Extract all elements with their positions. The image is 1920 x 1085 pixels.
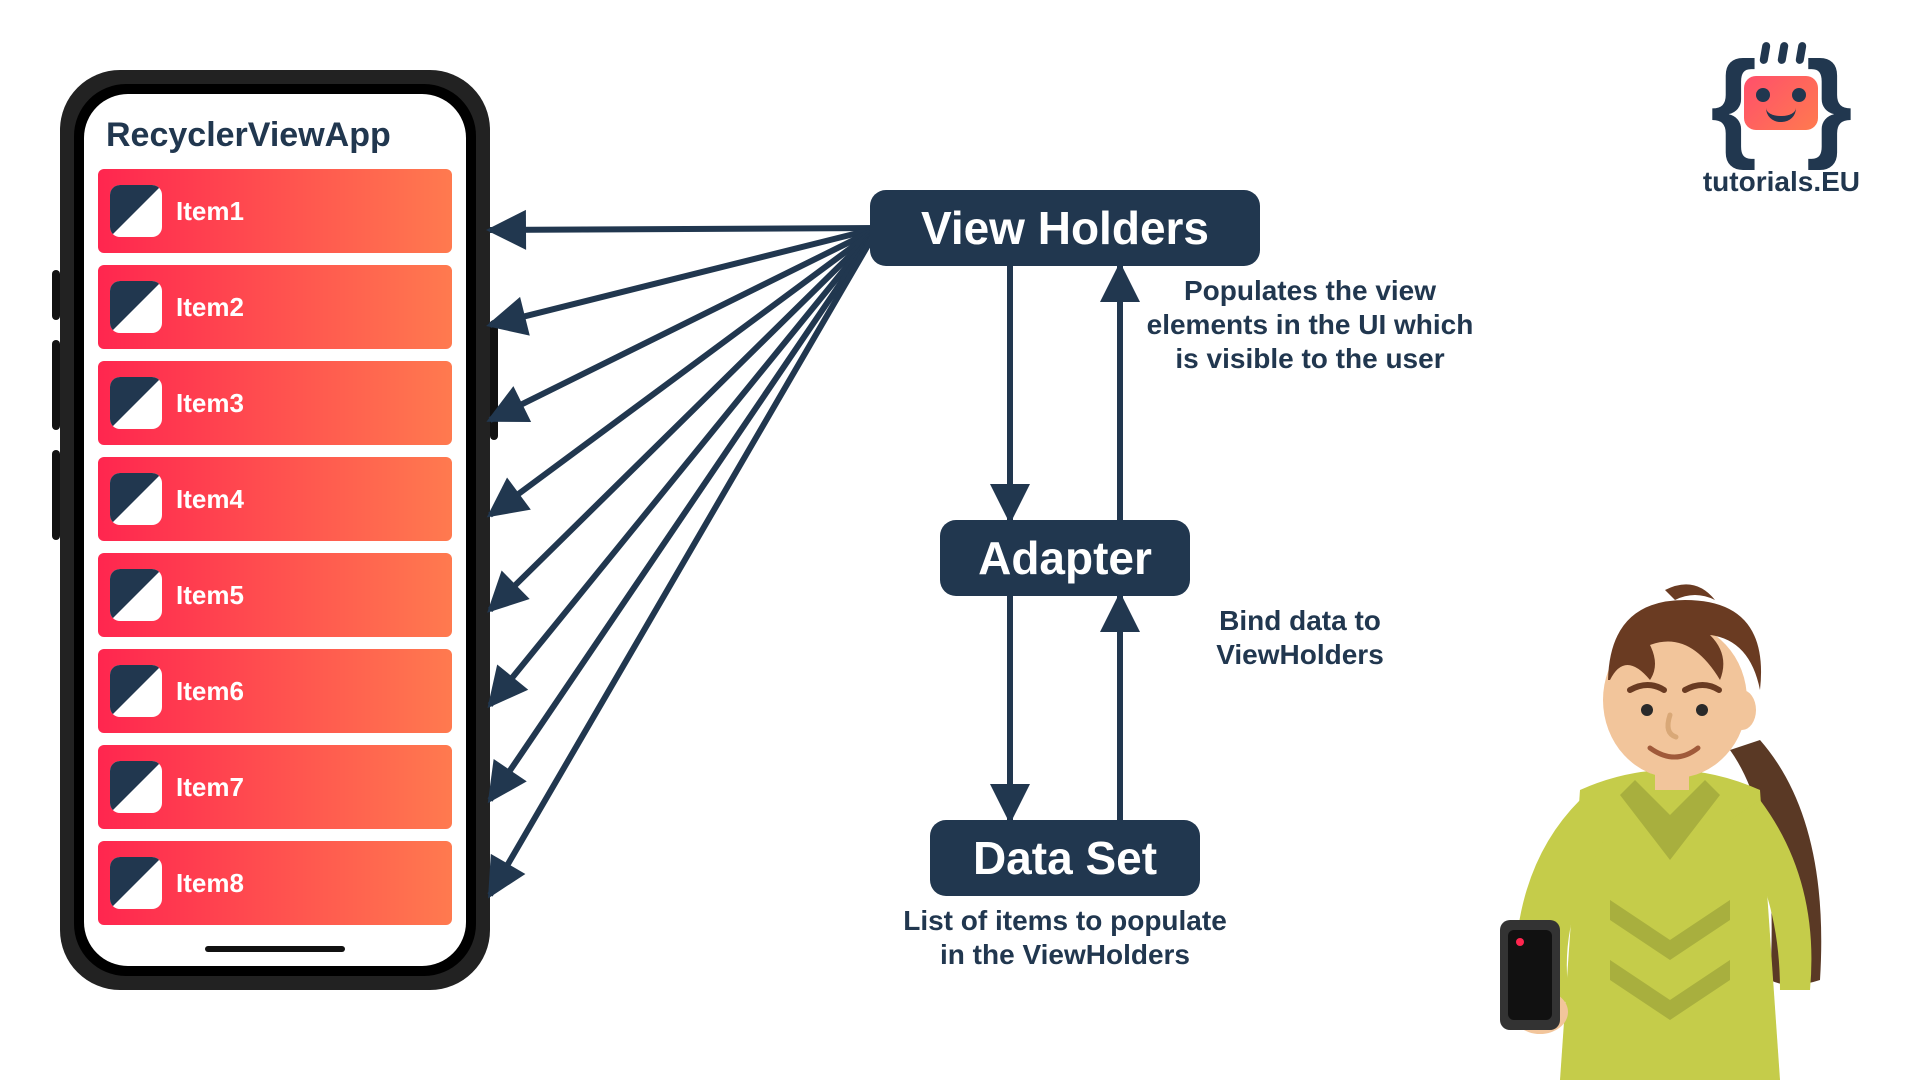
phone-bezel: RecyclerViewApp Item1Item2Item3Item4Item… — [74, 84, 476, 976]
desc-view-holders: Populates the view — [1184, 275, 1436, 306]
item-label: Item8 — [176, 868, 244, 899]
node-data-set — [930, 820, 1200, 896]
list-item[interactable]: Item7 — [98, 745, 452, 829]
desc-data-set: in the ViewHolders — [940, 939, 1190, 970]
item-thumbnail-icon — [110, 569, 162, 621]
desc-view-holders: is visible to the user — [1175, 343, 1444, 374]
connection-line — [490, 228, 878, 420]
brace-icon: } — [1806, 44, 1853, 164]
app-title: RecyclerViewApp — [98, 114, 452, 169]
desc-adapter: ViewHolders — [1216, 639, 1384, 670]
list-item[interactable]: Item8 — [98, 841, 452, 925]
phone-screen: RecyclerViewApp Item1Item2Item3Item4Item… — [84, 94, 466, 966]
list-item[interactable]: Item2 — [98, 265, 452, 349]
list-item[interactable]: Item5 — [98, 553, 452, 637]
item-thumbnail-icon — [110, 185, 162, 237]
recycler-list: Item1 Item2 Item3 Item4 Item5 Item6 Item7 Item8 — [98, 169, 452, 925]
home-indicator — [205, 946, 345, 952]
item-thumbnail-icon — [110, 281, 162, 333]
connection-line — [490, 228, 878, 800]
connection-line — [490, 228, 878, 515]
connection-line — [490, 228, 878, 325]
item-thumbnail-icon — [110, 377, 162, 429]
node-data-set-label: Data Set — [973, 832, 1157, 884]
desc-data-set: List of items to populate — [903, 905, 1227, 936]
phone-side-button — [52, 340, 60, 430]
list-item[interactable]: Item4 — [98, 457, 452, 541]
node-view-holders-label: View Holders — [921, 202, 1209, 254]
phone-side-button — [490, 320, 498, 440]
item-label: Item4 — [176, 484, 244, 515]
connection-line — [490, 228, 878, 230]
logo-mark: { } — [1716, 40, 1846, 160]
list-item[interactable]: Item6 — [98, 649, 452, 733]
item-thumbnail-icon — [110, 761, 162, 813]
item-label: Item7 — [176, 772, 244, 803]
node-view-holders — [870, 190, 1260, 266]
item-label: Item5 — [176, 580, 244, 611]
list-item[interactable]: Item3 — [98, 361, 452, 445]
desc-view-holders: elements in the UI which — [1147, 309, 1474, 340]
phone-frame: RecyclerViewApp Item1Item2Item3Item4Item… — [60, 70, 490, 990]
item-thumbnail-icon — [110, 665, 162, 717]
character-illustration — [1460, 560, 1880, 1080]
item-label: Item1 — [176, 196, 244, 227]
item-thumbnail-icon — [110, 473, 162, 525]
connection-line — [490, 228, 878, 705]
item-thumbnail-icon — [110, 857, 162, 909]
connection-line — [490, 228, 878, 895]
brand-logo: { } tutorials.EU — [1703, 40, 1860, 198]
node-adapter — [940, 520, 1190, 596]
item-label: Item2 — [176, 292, 244, 323]
desc-adapter: Bind data to — [1219, 605, 1381, 636]
phone-side-button — [52, 450, 60, 540]
list-item[interactable]: Item1 — [98, 169, 452, 253]
logo-steam-icon — [1756, 42, 1810, 68]
phone-side-button — [52, 270, 60, 320]
connection-line — [490, 228, 878, 610]
node-adapter-label: Adapter — [978, 532, 1152, 584]
item-label: Item3 — [176, 388, 244, 419]
item-label: Item6 — [176, 676, 244, 707]
